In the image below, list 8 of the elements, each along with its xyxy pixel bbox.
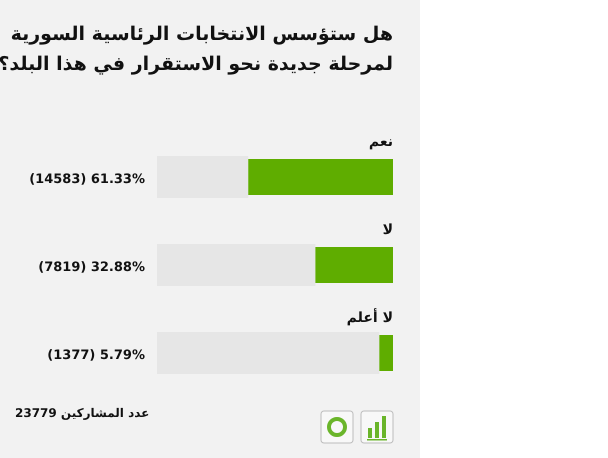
- y-tick-label: لا أعلم: [346, 308, 393, 326]
- data-label: (14583) 61.33%: [29, 172, 145, 187]
- chart-title: هل ستؤسس الانتخابات الرئاسية السورية لمرحلة جديدة نحو الاستقرار في هذا البلد؟: [0, 23, 393, 75]
- y-tick-label: لا: [382, 222, 393, 238]
- text: عدد المشاركين 23779: [15, 406, 150, 420]
- y-tick-label: نعم: [368, 134, 393, 150]
- data-label: (1377) 5.79%: [47, 348, 145, 363]
- data-label: (7819) 32.88%: [38, 260, 145, 275]
